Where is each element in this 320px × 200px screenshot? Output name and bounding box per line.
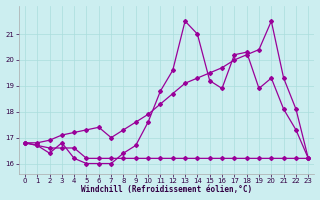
X-axis label: Windchill (Refroidissement éolien,°C): Windchill (Refroidissement éolien,°C) [81,185,252,194]
